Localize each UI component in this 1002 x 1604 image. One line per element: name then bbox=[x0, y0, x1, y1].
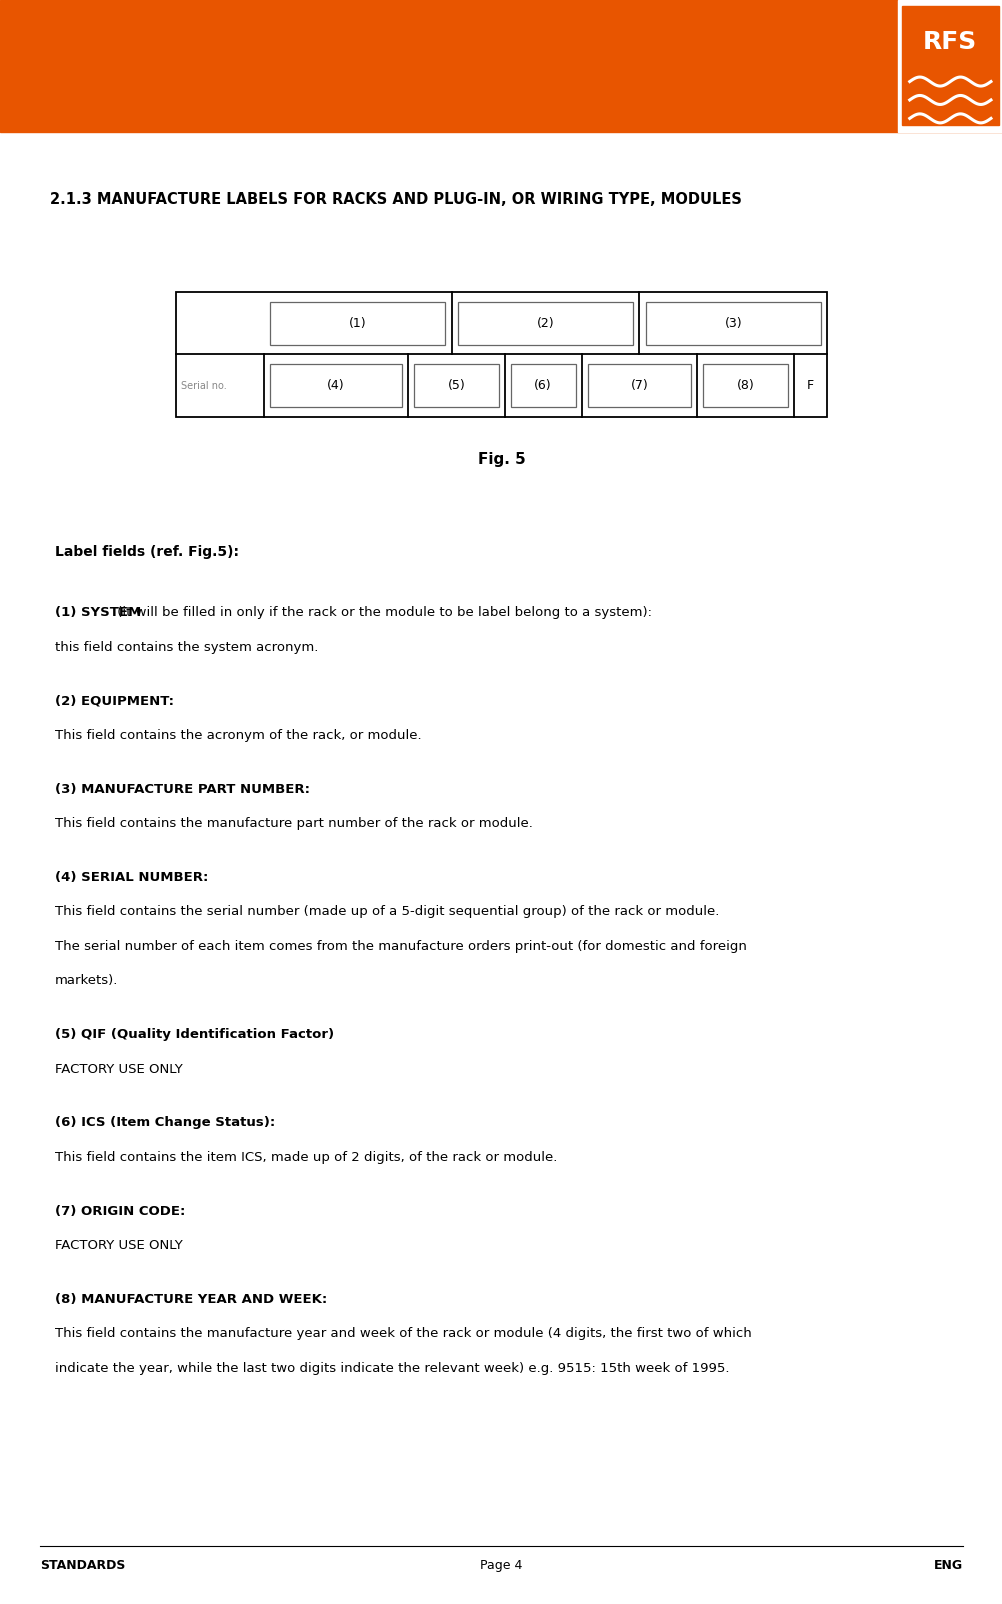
Text: this field contains the system acronym.: this field contains the system acronym. bbox=[55, 640, 319, 654]
Text: (2) EQUIPMENT:: (2) EQUIPMENT: bbox=[55, 695, 174, 707]
Bar bbox=[270, 364, 402, 407]
Text: (4): (4) bbox=[327, 379, 345, 393]
Text: ENG: ENG bbox=[933, 1559, 962, 1572]
Text: markets).: markets). bbox=[55, 974, 118, 988]
Bar bbox=[175, 292, 827, 417]
Text: Page 4: Page 4 bbox=[480, 1559, 522, 1572]
Bar bbox=[901, 6, 998, 125]
Text: STANDARDS: STANDARDS bbox=[40, 1559, 125, 1572]
Bar bbox=[0, 0, 1002, 132]
Text: (7) ORIGIN CODE:: (7) ORIGIN CODE: bbox=[55, 1205, 185, 1217]
Text: 2.1.3 MANUFACTURE LABELS FOR RACKS AND PLUG-IN, OR WIRING TYPE, MODULES: 2.1.3 MANUFACTURE LABELS FOR RACKS AND P… bbox=[50, 192, 741, 207]
Text: (1) SYSTEM: (1) SYSTEM bbox=[55, 606, 141, 619]
Text: (3) MANUFACTURE PART NUMBER:: (3) MANUFACTURE PART NUMBER: bbox=[55, 783, 310, 796]
Text: (it will be filled in only if the rack or the module to be label belong to a sys: (it will be filled in only if the rack o… bbox=[112, 606, 651, 619]
Bar bbox=[457, 302, 633, 345]
Text: (1): (1) bbox=[349, 316, 366, 330]
Text: (3): (3) bbox=[724, 316, 741, 330]
Text: Label fields (ref. Fig.5):: Label fields (ref. Fig.5): bbox=[55, 545, 238, 560]
Text: This field contains the acronym of the rack, or module.: This field contains the acronym of the r… bbox=[55, 728, 422, 743]
Text: (7): (7) bbox=[630, 379, 647, 393]
Bar bbox=[645, 302, 821, 345]
Text: FACTORY USE ONLY: FACTORY USE ONLY bbox=[55, 1240, 182, 1253]
Text: This field contains the item ICS, made up of 2 digits, of the rack or module.: This field contains the item ICS, made u… bbox=[55, 1152, 557, 1165]
Text: (5): (5) bbox=[447, 379, 465, 393]
Bar bbox=[510, 364, 575, 407]
Text: (4) SERIAL NUMBER:: (4) SERIAL NUMBER: bbox=[55, 871, 208, 884]
Bar bbox=[897, 0, 1002, 132]
Text: (2): (2) bbox=[536, 316, 554, 330]
Text: Serial no.: Serial no. bbox=[180, 380, 226, 391]
Text: RFS: RFS bbox=[922, 30, 977, 55]
Text: (8) MANUFACTURE YEAR AND WEEK:: (8) MANUFACTURE YEAR AND WEEK: bbox=[55, 1293, 327, 1306]
Text: This field contains the manufacture year and week of the rack or module (4 digit: This field contains the manufacture year… bbox=[55, 1328, 752, 1341]
Text: (6): (6) bbox=[534, 379, 551, 393]
Text: (8): (8) bbox=[735, 379, 754, 393]
Text: This field contains the serial number (made up of a 5-digit sequential group) of: This field contains the serial number (m… bbox=[55, 905, 718, 919]
Text: The serial number of each item comes from the manufacture orders print-out (for : The serial number of each item comes fro… bbox=[55, 940, 746, 953]
Text: Fig. 5: Fig. 5 bbox=[477, 452, 525, 467]
Text: FACTORY USE ONLY: FACTORY USE ONLY bbox=[55, 1063, 182, 1076]
Text: (6) ICS (Item Change Status):: (6) ICS (Item Change Status): bbox=[55, 1116, 276, 1129]
Text: F: F bbox=[807, 379, 814, 393]
Bar bbox=[414, 364, 498, 407]
Bar bbox=[587, 364, 690, 407]
Text: This field contains the manufacture part number of the rack or module.: This field contains the manufacture part… bbox=[55, 816, 532, 831]
Bar bbox=[702, 364, 787, 407]
Bar bbox=[270, 302, 445, 345]
Text: indicate the year, while the last two digits indicate the relevant week) e.g. 95: indicate the year, while the last two di… bbox=[55, 1362, 728, 1375]
Text: (5) QIF (Quality Identification Factor): (5) QIF (Quality Identification Factor) bbox=[55, 1028, 334, 1041]
